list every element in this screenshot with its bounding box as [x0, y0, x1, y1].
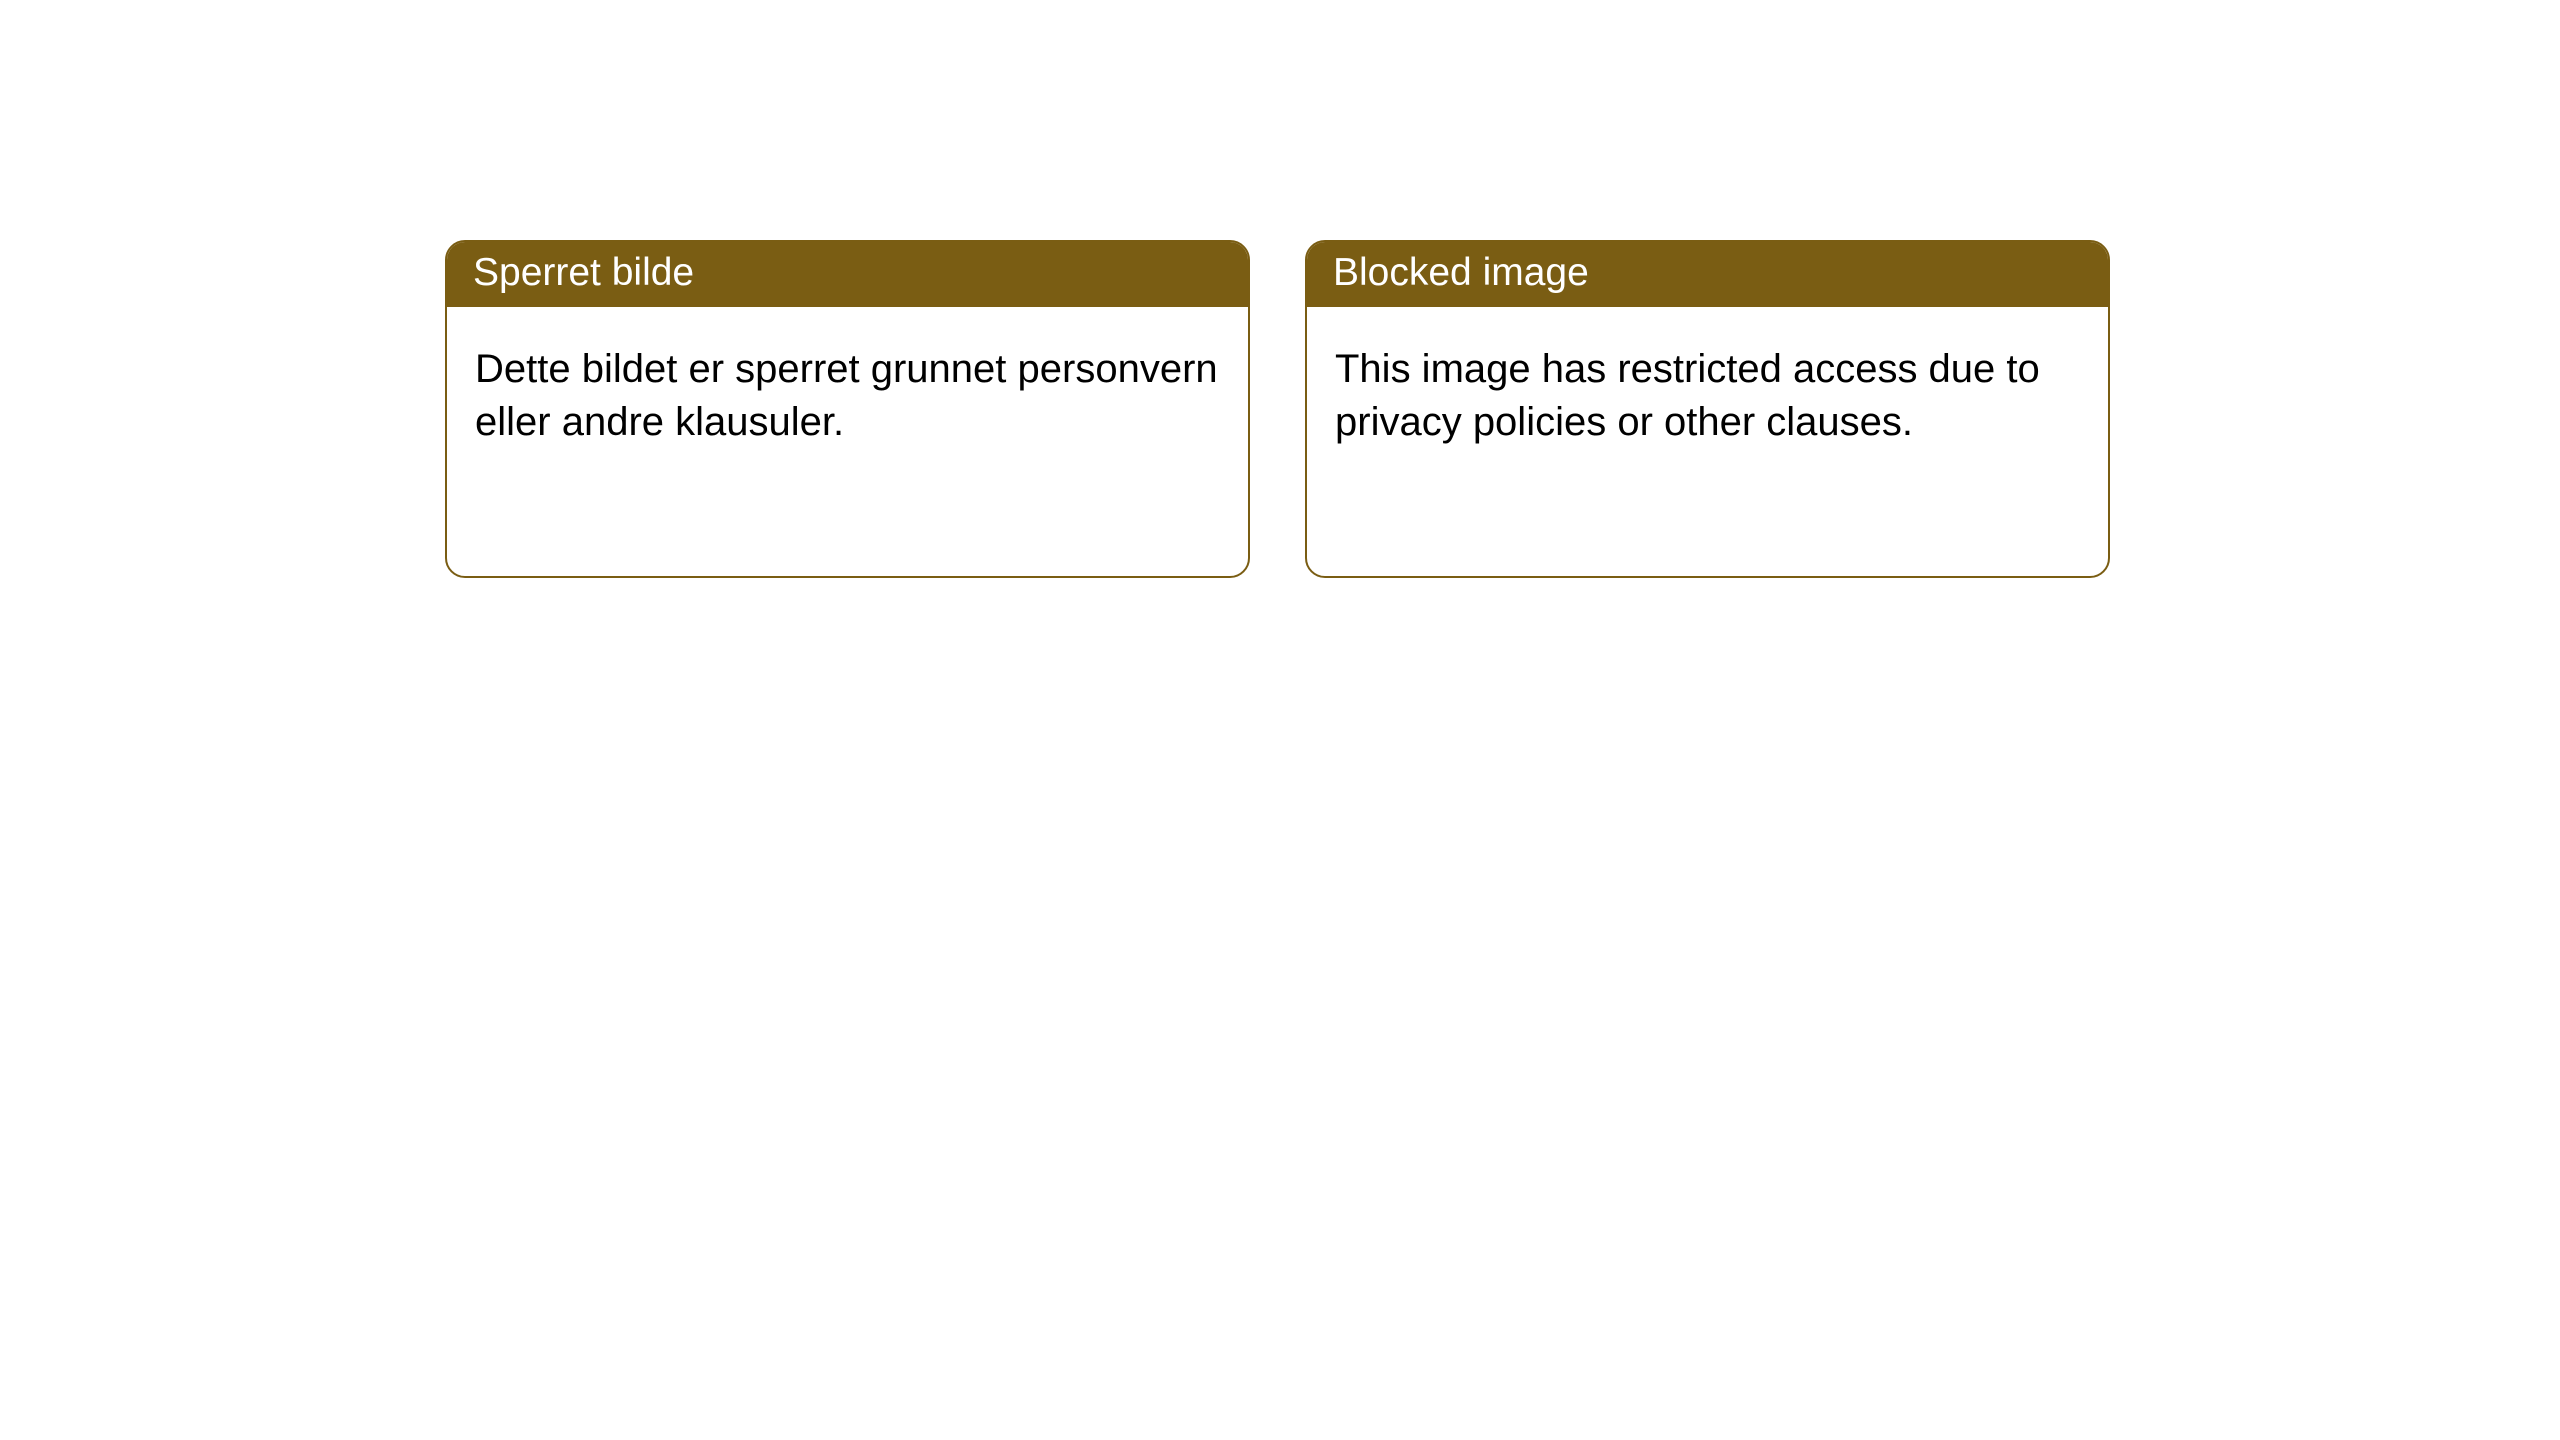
notice-card-english: Blocked image This image has restricted … — [1305, 240, 2110, 578]
card-header: Sperret bilde — [447, 242, 1248, 307]
card-header: Blocked image — [1307, 242, 2108, 307]
card-body: This image has restricted access due to … — [1307, 307, 2108, 485]
notice-cards-container: Sperret bilde Dette bildet er sperret gr… — [0, 0, 2560, 578]
notice-card-norwegian: Sperret bilde Dette bildet er sperret gr… — [445, 240, 1250, 578]
card-body: Dette bildet er sperret grunnet personve… — [447, 307, 1248, 485]
